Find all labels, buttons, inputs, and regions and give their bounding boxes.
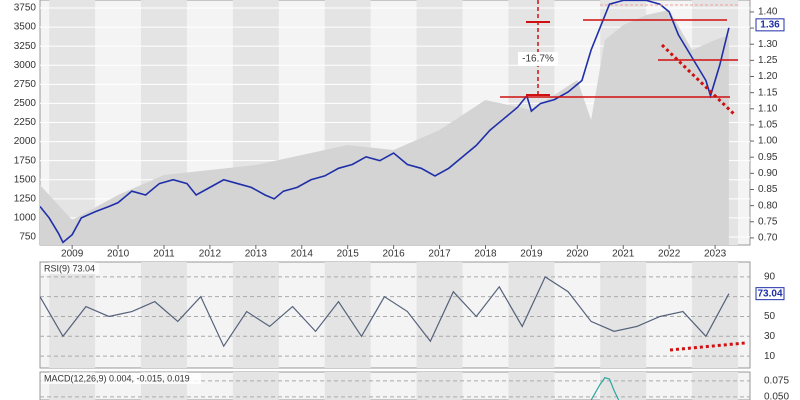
plot-area — [590, 377, 620, 400]
trend-line — [669, 341, 746, 352]
year-band — [324, 372, 371, 400]
y-tick-label: 30 — [764, 331, 776, 342]
y-tick-label: 2500 — [14, 98, 37, 109]
y-tick-label: 50 — [764, 311, 776, 322]
year-band — [49, 262, 96, 368]
x-tick-label: 2010 — [107, 249, 130, 260]
line — [40, 275, 730, 348]
y2-tick-label: 0.95 — [758, 152, 778, 163]
x-tick-label: 2017 — [428, 249, 451, 260]
line — [590, 377, 620, 400]
y-tick-label: 3750 — [14, 3, 37, 14]
panel-title: RSI(9) 73.04 — [44, 263, 95, 273]
y-tick-label: 1500 — [14, 174, 37, 185]
y-tick-label: 2250 — [14, 117, 37, 128]
y-tick-label: 1250 — [14, 193, 37, 204]
y-tick-label: 0.075 — [764, 376, 789, 387]
y2-tick-label: 0.80 — [758, 200, 778, 211]
x-tick-label: 2011 — [153, 249, 175, 260]
annotation-box — [518, 52, 558, 66]
plot-area — [40, 275, 730, 348]
labels: 2009 2010 2011 2012 2013 2014 2015 2016 2017 2018… — [14, 3, 790, 400]
current-value: 1.36 — [760, 19, 780, 30]
line — [40, 0, 730, 244]
year-band — [141, 262, 187, 368]
year-band — [600, 262, 647, 368]
x-tick-label: 2016 — [382, 249, 405, 260]
y-tick-label: 1000 — [14, 213, 37, 224]
y2-tick-label: 1.05 — [758, 120, 778, 131]
x-tick-label: 2012 — [199, 249, 222, 260]
y-tick-label: 2000 — [14, 136, 37, 147]
year-band — [232, 372, 279, 400]
annotations: -16.7% — [500, 0, 746, 352]
x-tick-label: 2014 — [291, 249, 314, 260]
legend-box — [41, 263, 99, 274]
y-tick-label: 3500 — [14, 22, 37, 33]
year-band — [600, 372, 647, 400]
x-tick-label: 2021 — [612, 249, 635, 260]
x-tick-label: 2009 — [61, 249, 84, 260]
y-tick-label: 0.050 — [764, 391, 789, 400]
y2-tick-label: 1.30 — [758, 39, 778, 50]
y2-tick-label: 1.00 — [758, 136, 778, 147]
x-tick-label: 2013 — [245, 249, 268, 260]
annotation: -16.7% — [522, 54, 554, 65]
x-tick-label: 2019 — [520, 249, 543, 260]
y-tick-label: 90 — [764, 272, 776, 283]
y-tick-label: 3250 — [14, 41, 37, 52]
year-band — [692, 372, 739, 400]
y2-tick-label: 1.40 — [758, 7, 778, 18]
year-band — [416, 372, 463, 400]
y2-tick-label: 1.20 — [758, 71, 778, 82]
current-value: 73.04 — [757, 288, 782, 299]
y2-tick-label: 1.10 — [758, 103, 778, 114]
x-tick-label: 2018 — [474, 249, 497, 260]
y-tick-label: 1750 — [14, 155, 37, 166]
current-value-box — [755, 18, 785, 32]
x-tick-label: 2015 — [337, 249, 360, 260]
plot-area — [40, 0, 730, 245]
year-band — [232, 262, 279, 368]
y2-tick-label: 0.75 — [758, 216, 778, 227]
x-tick-label: 2022 — [658, 249, 681, 260]
x-tick-label: 2023 — [704, 249, 727, 260]
legend-box — [41, 373, 201, 384]
y-tick-label: 2750 — [14, 79, 37, 90]
plots — [40, 0, 730, 400]
trend-line — [660, 43, 737, 117]
y-tick-label: 3000 — [14, 60, 37, 71]
y-tick-label: 10 — [764, 351, 776, 362]
year-band — [416, 262, 463, 368]
y2-tick-label: 0.90 — [758, 168, 778, 179]
current-value-box — [755, 287, 785, 301]
y2-tick-label: 1.15 — [758, 87, 778, 98]
panel-title: MACD(12,26,9) 0.004, -0.015, 0.019 — [44, 373, 190, 383]
year-band — [692, 262, 739, 368]
x-tick-label: 2020 — [566, 249, 589, 260]
y2-tick-label: 0.70 — [758, 233, 778, 244]
y2-tick-label: 1.25 — [758, 55, 778, 66]
y-tick-label: 750 — [19, 232, 36, 243]
y2-tick-label: 0.85 — [758, 184, 778, 195]
year-band — [508, 372, 555, 400]
